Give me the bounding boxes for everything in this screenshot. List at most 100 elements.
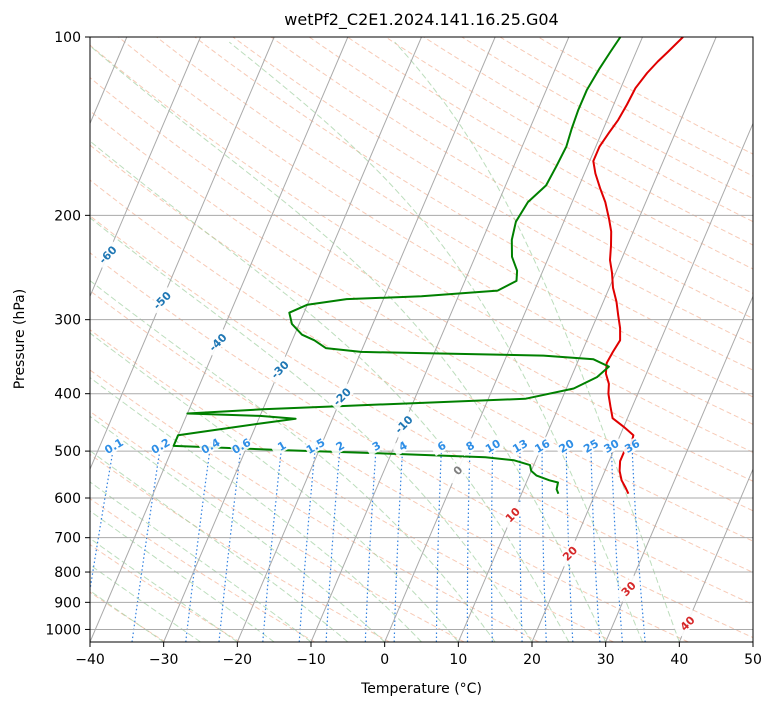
mixing-ratio-label-backdrop — [270, 435, 294, 457]
mixing-ratio-line — [466, 440, 471, 642]
isotherm-line — [90, 37, 201, 298]
mixing-ratio-label-backdrop — [620, 435, 644, 457]
y-tick-label: 600 — [54, 491, 81, 507]
isotherm-label-backdrop — [556, 539, 584, 567]
isotherm-line — [90, 37, 275, 471]
dry-adiabat — [537, 37, 753, 155]
isotherm-line — [236, 37, 496, 642]
x-tick-label: 30 — [597, 652, 615, 668]
mixing-ratio-label-backdrop — [530, 435, 554, 457]
x-tick-label: 40 — [670, 652, 688, 668]
mixing-ratio-label-backdrop — [391, 435, 415, 457]
mixing-ratio-label-backdrop — [458, 435, 482, 457]
isotherm-line — [457, 37, 717, 642]
dry-adiabat — [90, 252, 753, 639]
dry-adiabat — [90, 215, 753, 606]
dry-adiabat — [90, 144, 753, 542]
x-tick-label: 10 — [449, 652, 467, 668]
isotherm-label-backdrop — [444, 456, 472, 484]
dry-adiabat — [347, 37, 753, 270]
y-tick-label: 400 — [54, 387, 81, 403]
dry-adiabat — [499, 37, 753, 177]
moist-adiabat — [90, 376, 422, 642]
dry-adiabat — [194, 37, 753, 371]
isotherm-line — [163, 37, 422, 642]
mixing-ratio-label-backdrop — [429, 435, 454, 457]
y-axis: 100 200 300 400 500 600 700 800 900 1000 — [45, 30, 90, 638]
mixing-ratio-line — [90, 440, 116, 594]
mixing-ratio-line — [590, 440, 601, 642]
mixing-ratio-line — [218, 440, 243, 642]
dry-adiabat — [90, 498, 315, 642]
mixing-ratio-label-backdrop — [481, 435, 505, 457]
moist-adiabat — [90, 537, 238, 642]
mixing-ratio-label-backdrop — [303, 435, 328, 457]
mixing-ratio-label: 4 — [391, 435, 415, 457]
plot-frame — [89, 36, 754, 643]
moist-adiabat — [90, 45, 607, 642]
moist-adiabat — [90, 564, 201, 642]
moist-adiabat — [90, 217, 533, 642]
y-tick-label: 200 — [54, 208, 81, 224]
isotherm-label-backdrop — [148, 286, 176, 314]
mixing-ratio-label-backdrop — [102, 435, 126, 457]
mixing-ratio-line — [131, 440, 162, 642]
moist-adiabat — [90, 450, 349, 642]
x-tick-label: 0 — [380, 652, 389, 668]
isotherm-label-backdrop — [328, 383, 356, 411]
mixing-ratio-line — [435, 440, 443, 642]
mixing-ratio-label: 2 — [328, 435, 352, 457]
mixing-ratio-label-backdrop — [328, 435, 352, 457]
mixing-ratio-label: 8 — [458, 435, 482, 457]
y-tick-label: 1000 — [45, 622, 81, 638]
mixing-ratio-label: 3 — [364, 435, 388, 457]
mixing-ratio-line — [565, 440, 574, 642]
dry-adiabat — [90, 44, 753, 453]
mixing-ratio-line — [490, 440, 494, 642]
mixing-ratio-line — [185, 440, 212, 642]
mixing-ratio-line — [325, 440, 342, 642]
mixing-ratio-line — [364, 440, 378, 642]
y-tick-label: 900 — [54, 595, 81, 611]
mixing-ratio-line — [519, 440, 523, 642]
isotherm-label-backdrop — [94, 241, 122, 269]
mixing-ratio-label-backdrop — [229, 435, 253, 457]
isotherm-line — [310, 37, 570, 642]
mixing-ratio-label-backdrop — [599, 435, 623, 457]
moist-adiabat — [90, 140, 570, 642]
x-tick-label: −10 — [296, 652, 326, 668]
moist-adiabat — [90, 510, 275, 642]
x-axis: −40 −30 −20 −10 0 10 20 30 40 50 — [75, 642, 762, 668]
mixing-ratio-label-backdrop — [198, 435, 223, 457]
mixing-ratio-label-backdrop — [554, 435, 578, 457]
isotherm-label: 0 — [444, 456, 472, 484]
dry-adiabat — [90, 110, 753, 512]
dry-adiabat — [90, 290, 689, 642]
isotherm-line — [605, 295, 753, 642]
mixing-ratio-label-backdrop — [364, 435, 388, 457]
x-axis-label: Temperature (°C) — [360, 681, 482, 697]
x-tick-label: 50 — [744, 652, 762, 668]
line-labels: -100-90-80-70-60-50-40-30-20-10010203040… — [94, 241, 701, 637]
moist-adiabat — [90, 590, 164, 642]
mixing-ratio-label-backdrop — [148, 435, 173, 457]
mixing-ratio-line — [631, 440, 646, 642]
x-tick-label: 20 — [523, 652, 541, 668]
y-tick-label: 100 — [54, 30, 81, 46]
isotherm-line — [384, 37, 643, 642]
mixing-ratio-line — [262, 440, 283, 642]
y-tick-label: 500 — [54, 444, 81, 460]
isotherm-label-backdrop — [499, 501, 527, 529]
dry-adiabat — [232, 37, 753, 345]
y-tick-label: 300 — [54, 313, 81, 329]
mixing-ratio-label-backdrop — [579, 435, 603, 457]
mixing-ratio-line — [610, 440, 623, 642]
y-tick-label: 800 — [54, 565, 81, 581]
moist-adiabat — [394, 41, 680, 642]
dry-adiabat — [118, 37, 753, 425]
y-tick-label: 700 — [54, 531, 81, 547]
x-tick-label: −30 — [149, 652, 179, 668]
mixing-ratio-label: 6 — [429, 435, 454, 457]
